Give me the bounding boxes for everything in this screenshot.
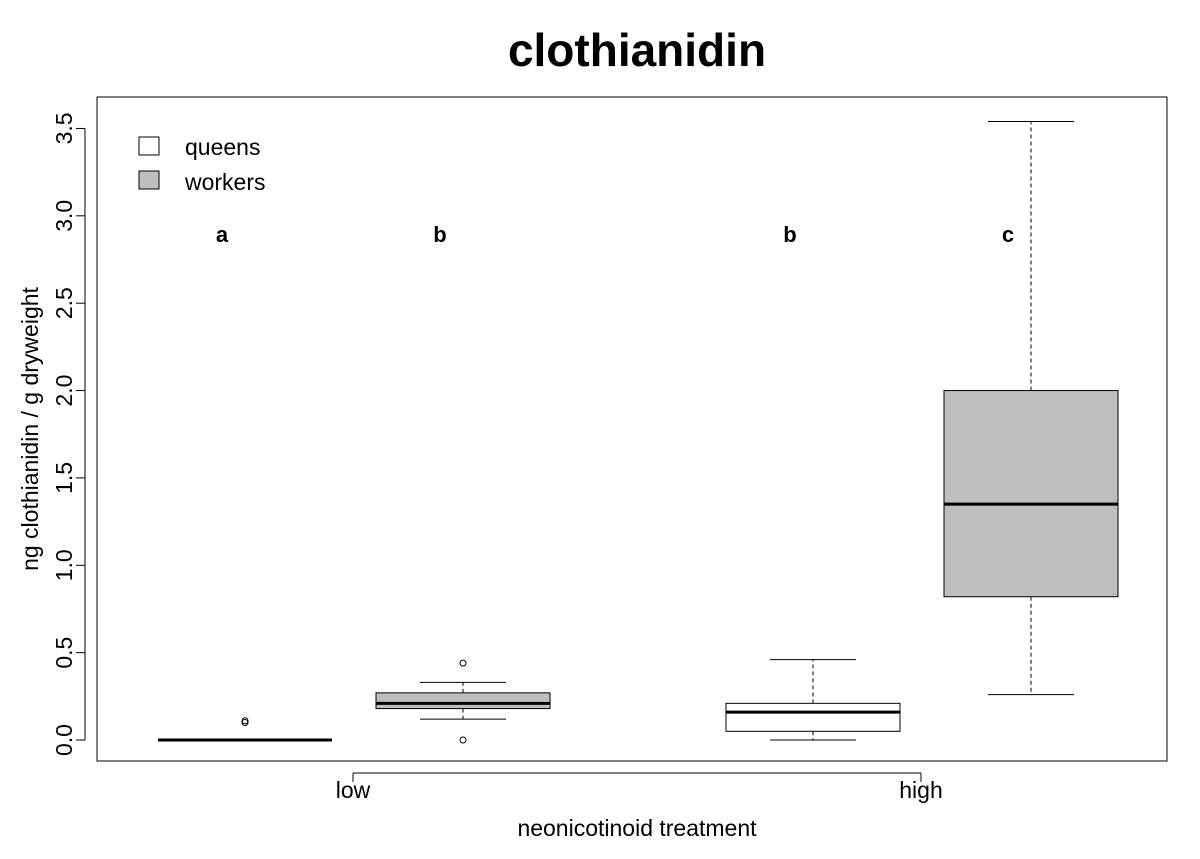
boxes [158, 120, 1119, 744]
outlier-point [241, 717, 249, 725]
legend-swatch-queens [138, 136, 160, 156]
box-low-workers [375, 659, 551, 744]
y-tick-label: 3.0 [51, 200, 77, 232]
x-axis: low high [336, 772, 943, 803]
box-iqr [943, 390, 1119, 598]
box-iqr [375, 692, 551, 710]
significance-letter: c [1002, 222, 1014, 247]
y-tick-label: 2.0 [51, 375, 77, 407]
box-iqr [725, 702, 901, 732]
y-tick-label: 1.5 [51, 462, 77, 494]
box-high-queens [725, 659, 901, 741]
legend: queens workers [138, 134, 266, 195]
legend-swatch-workers [138, 170, 160, 190]
legend-label-queens: queens [185, 134, 260, 160]
legend-label-workers: workers [184, 169, 266, 195]
y-tick-label: 1.0 [51, 549, 77, 581]
outlier-point [459, 736, 467, 744]
x-tick-label: high [899, 777, 942, 803]
y-tick-label: 3.5 [51, 112, 77, 144]
x-tick-label: low [336, 777, 371, 803]
y-axis-title: ng clothianidin / g dryweight [17, 286, 43, 570]
y-tick-label: 0.5 [51, 637, 77, 669]
x-axis-title: neonicotinoid treatment [517, 815, 757, 841]
significance-letter: b [433, 222, 446, 247]
box-low-queens [158, 717, 332, 742]
significance-letter: b [783, 222, 796, 247]
y-axis: 0.0 0.5 1.0 1.5 2.0 2.5 3.0 3.5 [51, 112, 86, 756]
chart-title: clothianidin [508, 24, 766, 76]
plot-frame [96, 96, 1168, 762]
box-high-workers [943, 120, 1119, 696]
y-tick-label: 2.5 [51, 287, 77, 319]
outlier-point [459, 659, 467, 667]
y-tick-label: 0.0 [51, 724, 77, 756]
significance-letter: a [216, 222, 229, 247]
